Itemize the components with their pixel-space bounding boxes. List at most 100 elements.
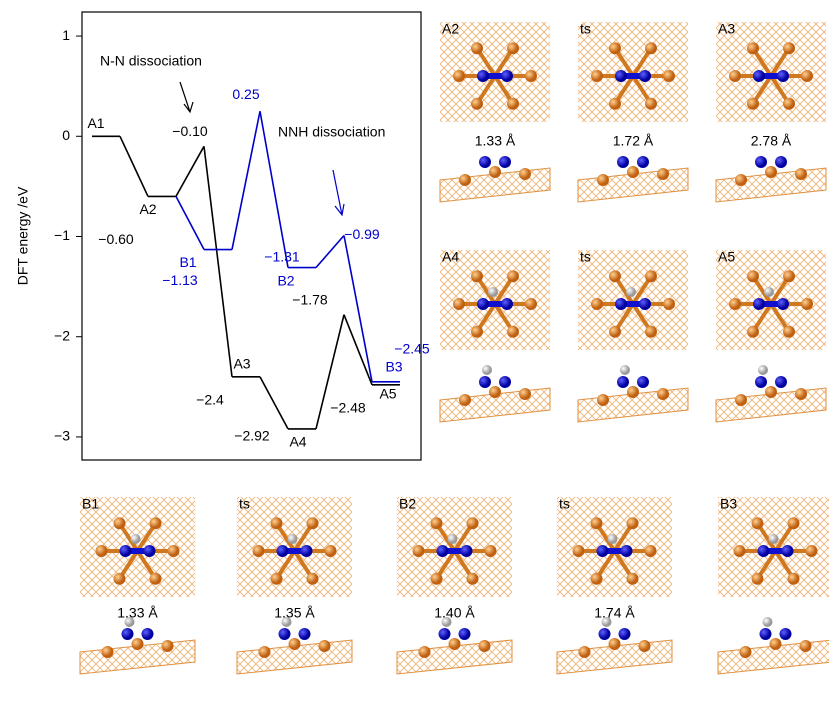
atom	[657, 388, 669, 400]
atom	[131, 534, 141, 544]
atom	[615, 298, 627, 310]
value-label: −0.99	[344, 226, 380, 242]
bond-length: 1.74 Å	[594, 605, 635, 621]
atom	[645, 98, 657, 110]
atom	[639, 70, 651, 82]
atom	[301, 545, 313, 557]
atom	[479, 376, 491, 388]
atom	[471, 326, 483, 338]
atom	[645, 42, 657, 54]
atom	[734, 545, 746, 557]
atom	[459, 174, 471, 186]
atom	[150, 573, 162, 585]
atom	[259, 646, 271, 658]
atom	[637, 156, 649, 168]
atom	[431, 573, 443, 585]
atom	[114, 573, 126, 585]
atom	[96, 545, 108, 557]
atom	[253, 545, 265, 557]
atom	[735, 394, 747, 406]
y-axis-label: DFT energy /eV	[15, 186, 31, 285]
atom	[780, 628, 792, 640]
panel-label: B1	[82, 496, 99, 512]
atom	[637, 376, 649, 388]
atom	[573, 545, 585, 557]
atom	[645, 326, 657, 338]
atom	[783, 98, 795, 110]
atom	[627, 517, 639, 529]
atom	[591, 70, 603, 82]
atom	[617, 156, 629, 168]
state-label: A5	[379, 386, 396, 402]
annotation-arrow	[180, 82, 193, 112]
atom	[162, 640, 174, 652]
atom	[763, 617, 773, 627]
atom	[488, 287, 498, 297]
atom	[150, 517, 162, 529]
connector	[204, 146, 232, 377]
bond-length: 1.72 Å	[613, 133, 654, 149]
panel-label: A4	[442, 249, 459, 265]
bond-length: 1.33 Å	[475, 133, 516, 149]
bond-length: 2.78 Å	[751, 133, 792, 149]
atom	[122, 628, 134, 640]
value-label: −2.45	[394, 341, 430, 357]
atom	[453, 298, 465, 310]
atom	[467, 573, 479, 585]
atom	[769, 534, 779, 544]
atom	[752, 573, 764, 585]
panel-label: ts	[580, 249, 591, 265]
atom	[747, 270, 759, 282]
atom	[597, 545, 609, 557]
atom	[609, 98, 621, 110]
atom	[449, 638, 461, 650]
atom	[471, 270, 483, 282]
atom	[627, 166, 639, 178]
connector	[260, 377, 288, 429]
atom	[114, 517, 126, 529]
atom	[591, 298, 603, 310]
state-label: B3	[385, 359, 402, 375]
atom	[620, 365, 630, 375]
atom	[760, 628, 772, 640]
atom	[609, 326, 621, 338]
atom	[507, 98, 519, 110]
atom	[777, 298, 789, 310]
atom	[609, 42, 621, 54]
state-label: A1	[87, 115, 104, 131]
panel-label: B3	[720, 496, 737, 512]
atom	[775, 376, 787, 388]
atom	[471, 98, 483, 110]
atom	[413, 545, 425, 557]
atom	[271, 517, 283, 529]
atom	[806, 545, 818, 557]
atom	[419, 646, 431, 658]
atom	[477, 298, 489, 310]
atom	[663, 298, 675, 310]
atom	[479, 156, 491, 168]
atom	[307, 573, 319, 585]
atom	[477, 70, 489, 82]
panel-label: A3	[718, 21, 735, 37]
atom	[765, 166, 777, 178]
atom	[627, 386, 639, 398]
panel-label: A5	[718, 249, 735, 265]
atom	[801, 70, 813, 82]
atom	[489, 166, 501, 178]
connector	[176, 146, 204, 196]
connector	[176, 196, 204, 249]
value-label: −0.60	[98, 231, 134, 247]
atom	[431, 517, 443, 529]
atom	[288, 534, 298, 544]
atom	[729, 70, 741, 82]
y-tick-label: −3	[54, 428, 70, 444]
atom	[319, 640, 331, 652]
atom	[645, 545, 657, 557]
state-label: A4	[289, 434, 306, 450]
value-label: 0.25	[232, 86, 259, 102]
atom	[142, 628, 154, 640]
atom	[755, 376, 767, 388]
value-label: −2.4	[196, 392, 224, 408]
atom	[608, 534, 618, 544]
atom	[795, 168, 807, 180]
